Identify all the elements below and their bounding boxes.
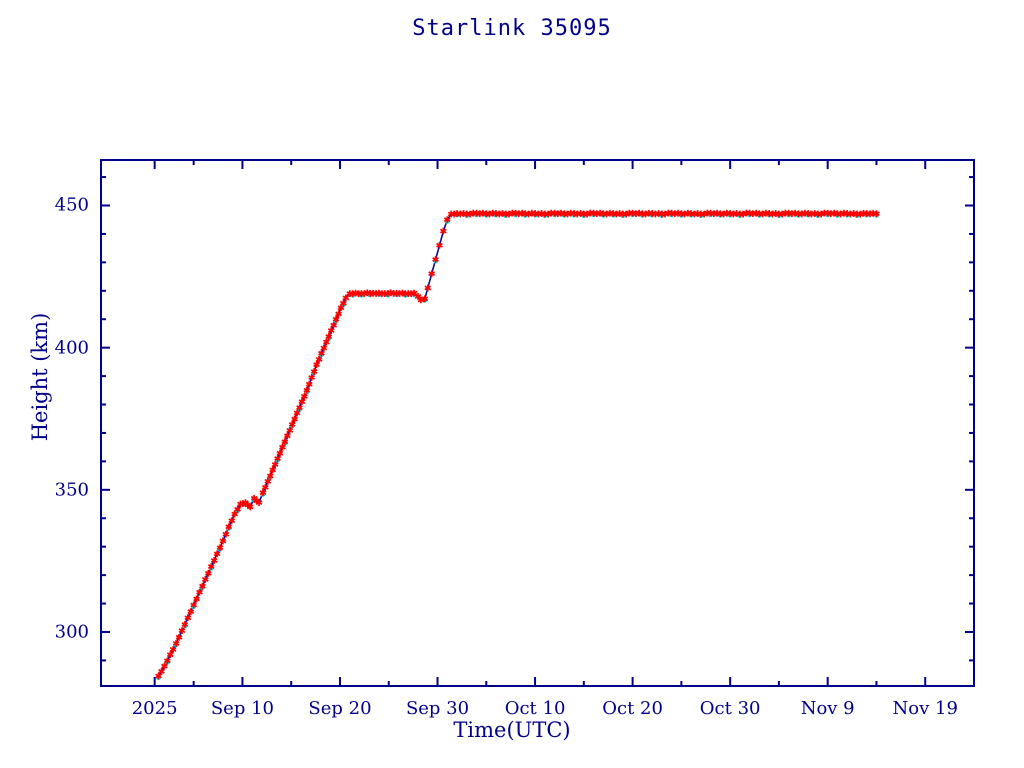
x-tick-label: Sep 10 <box>210 698 274 719</box>
perigee-marker <box>213 550 221 558</box>
perigee-marker <box>308 374 316 381</box>
perigee-marker <box>339 299 347 307</box>
perigee-marker <box>163 657 171 665</box>
y-tick-label: 400 <box>54 337 89 359</box>
perigee-marker <box>210 557 218 564</box>
perigee-marker <box>274 455 281 462</box>
perigee-marker <box>184 614 192 622</box>
perigee-marker <box>318 349 325 357</box>
x-tick-label: Oct 20 <box>602 698 663 719</box>
x-tick-label: Sep 20 <box>308 698 372 719</box>
y-tick-label: 450 <box>54 194 89 216</box>
perigee-marker <box>305 380 313 388</box>
perigee-marker <box>261 483 269 491</box>
perigee-marker <box>204 569 212 577</box>
perigee-marker <box>196 588 203 596</box>
perigee-marker <box>281 438 289 446</box>
axis-ticks <box>101 160 975 686</box>
perigee-marker <box>216 544 224 552</box>
x-tick-label: Sep 30 <box>405 698 470 719</box>
perigee-marker <box>342 294 350 302</box>
perigee-marker <box>225 523 233 531</box>
perigee-marker <box>269 466 277 474</box>
perigee-marker <box>288 421 296 428</box>
plot-frame <box>100 159 975 687</box>
perigee-marker <box>291 415 299 423</box>
perigee-marker <box>303 386 311 394</box>
perigee-marker <box>417 296 425 304</box>
perigee-marker <box>322 338 330 346</box>
perigee-marker <box>279 443 286 451</box>
perigee-marker <box>228 517 236 525</box>
perigee-marker <box>158 668 165 675</box>
perigee-marker <box>178 627 186 634</box>
perigee-marker <box>310 368 318 375</box>
perigee-marker <box>313 361 320 369</box>
x-tick-label: 2025 <box>131 698 178 719</box>
perigee-marker <box>325 333 333 340</box>
perigee-marker <box>246 503 254 511</box>
perigee-marker <box>207 563 215 570</box>
x-axis-title: Time(UTC) <box>453 718 571 742</box>
y-tick-label: 300 <box>54 621 89 643</box>
axes-frame <box>100 159 975 687</box>
perigee-marker <box>271 461 279 468</box>
perigee-marker <box>264 477 272 485</box>
perigee-marker <box>873 210 880 218</box>
perigee-marker <box>175 633 183 641</box>
perigee-marker <box>300 392 308 400</box>
x-tick-label: Oct 30 <box>699 698 761 719</box>
perigee-marker <box>439 227 447 235</box>
perigee-marker <box>190 601 198 609</box>
perigee-marker <box>231 510 239 518</box>
perigee-marker <box>199 582 206 590</box>
perigee-marker <box>169 646 177 653</box>
x-tick-label: Nov 9 <box>800 698 855 719</box>
perigee-marker <box>266 472 274 480</box>
perigee-marker <box>432 256 439 263</box>
perigee-marker <box>315 356 323 363</box>
perigee-marker <box>332 315 340 323</box>
perigee-marker <box>436 241 443 249</box>
y-tick-label: 350 <box>54 479 89 501</box>
perigee-marker <box>187 608 195 616</box>
perigee-marker <box>335 310 342 318</box>
perigee-marker <box>181 621 189 628</box>
perigee-marker <box>424 284 432 292</box>
perigee-marker <box>255 499 263 506</box>
perigee-marker <box>320 344 328 352</box>
chart-title: Starlink 35095 <box>412 16 612 41</box>
perigee-marker <box>276 449 284 457</box>
perigee-markers <box>155 209 880 680</box>
perigee-marker <box>296 404 303 412</box>
perigee-marker <box>222 530 230 538</box>
perigee-marker <box>410 289 418 297</box>
perigee-marker <box>428 270 436 278</box>
perigee-marker <box>327 327 335 334</box>
perigee-marker <box>155 672 162 680</box>
perigee-marker <box>443 216 451 224</box>
perigee-marker <box>193 595 200 603</box>
perigee-marker <box>201 576 209 583</box>
perigee-marker <box>298 398 306 406</box>
perigee-marker <box>234 505 241 513</box>
perigee-marker <box>172 640 180 647</box>
perigee-marker <box>219 537 227 545</box>
perigee-marker <box>259 489 267 497</box>
perigee-marker <box>161 662 168 670</box>
perigee-marker <box>293 409 301 417</box>
perigee-marker <box>283 432 291 440</box>
perigee-marker <box>286 427 294 434</box>
perigee-marker <box>421 295 429 303</box>
x-tick-label: Nov 19 <box>892 698 958 719</box>
perigee-marker <box>166 651 174 659</box>
x-tick-label: Oct 10 <box>504 698 566 719</box>
perigee-marker <box>330 321 338 329</box>
